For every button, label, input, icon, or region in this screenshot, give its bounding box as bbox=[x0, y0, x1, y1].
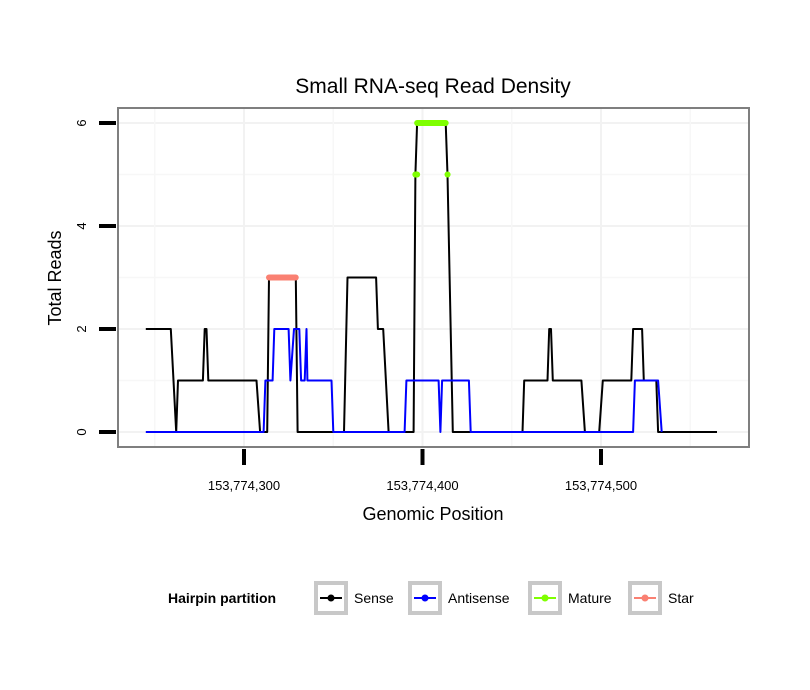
panel-border bbox=[117, 107, 750, 448]
x-axis-title: Genomic Position bbox=[362, 504, 503, 524]
y-axis: 0 2 4 6 bbox=[74, 119, 116, 436]
y-axis-title: Total Reads bbox=[45, 230, 65, 325]
legend-label: Star bbox=[668, 590, 694, 606]
series-layer bbox=[145, 120, 717, 433]
legend-key-point bbox=[641, 594, 649, 602]
legend-key-point bbox=[327, 594, 335, 602]
x-axis: 153,774,300 153,774,400 153,774,500 bbox=[208, 449, 637, 493]
grid-lines bbox=[118, 108, 749, 447]
legend-label: Antisense bbox=[448, 590, 510, 606]
chart-title: Small RNA-seq Read Density bbox=[295, 75, 571, 98]
y-tick-label: 4 bbox=[74, 222, 89, 229]
legend-label: Sense bbox=[354, 590, 394, 606]
legend-label: Mature bbox=[568, 590, 612, 606]
legend: Hairpin partition Sense Antisense Mature St… bbox=[168, 581, 694, 615]
legend-entry-antisense: Antisense bbox=[408, 581, 510, 615]
legend-key-point bbox=[541, 594, 549, 602]
x-tick-label: 153,774,400 bbox=[386, 478, 458, 493]
legend-entry-mature: Mature bbox=[528, 581, 612, 615]
y-tick-label: 0 bbox=[74, 428, 89, 435]
legend-entry-star: Star bbox=[628, 581, 694, 615]
legend-key-point bbox=[421, 594, 429, 602]
x-tick-label: 153,774,300 bbox=[208, 478, 280, 493]
y-tick-label: 6 bbox=[74, 119, 89, 126]
legend-title: Hairpin partition bbox=[168, 590, 276, 606]
y-tick-label: 2 bbox=[74, 325, 89, 332]
series-line-antisense bbox=[145, 328, 663, 433]
x-tick-label: 153,774,500 bbox=[565, 478, 637, 493]
legend-entry-sense: Sense bbox=[314, 581, 394, 615]
